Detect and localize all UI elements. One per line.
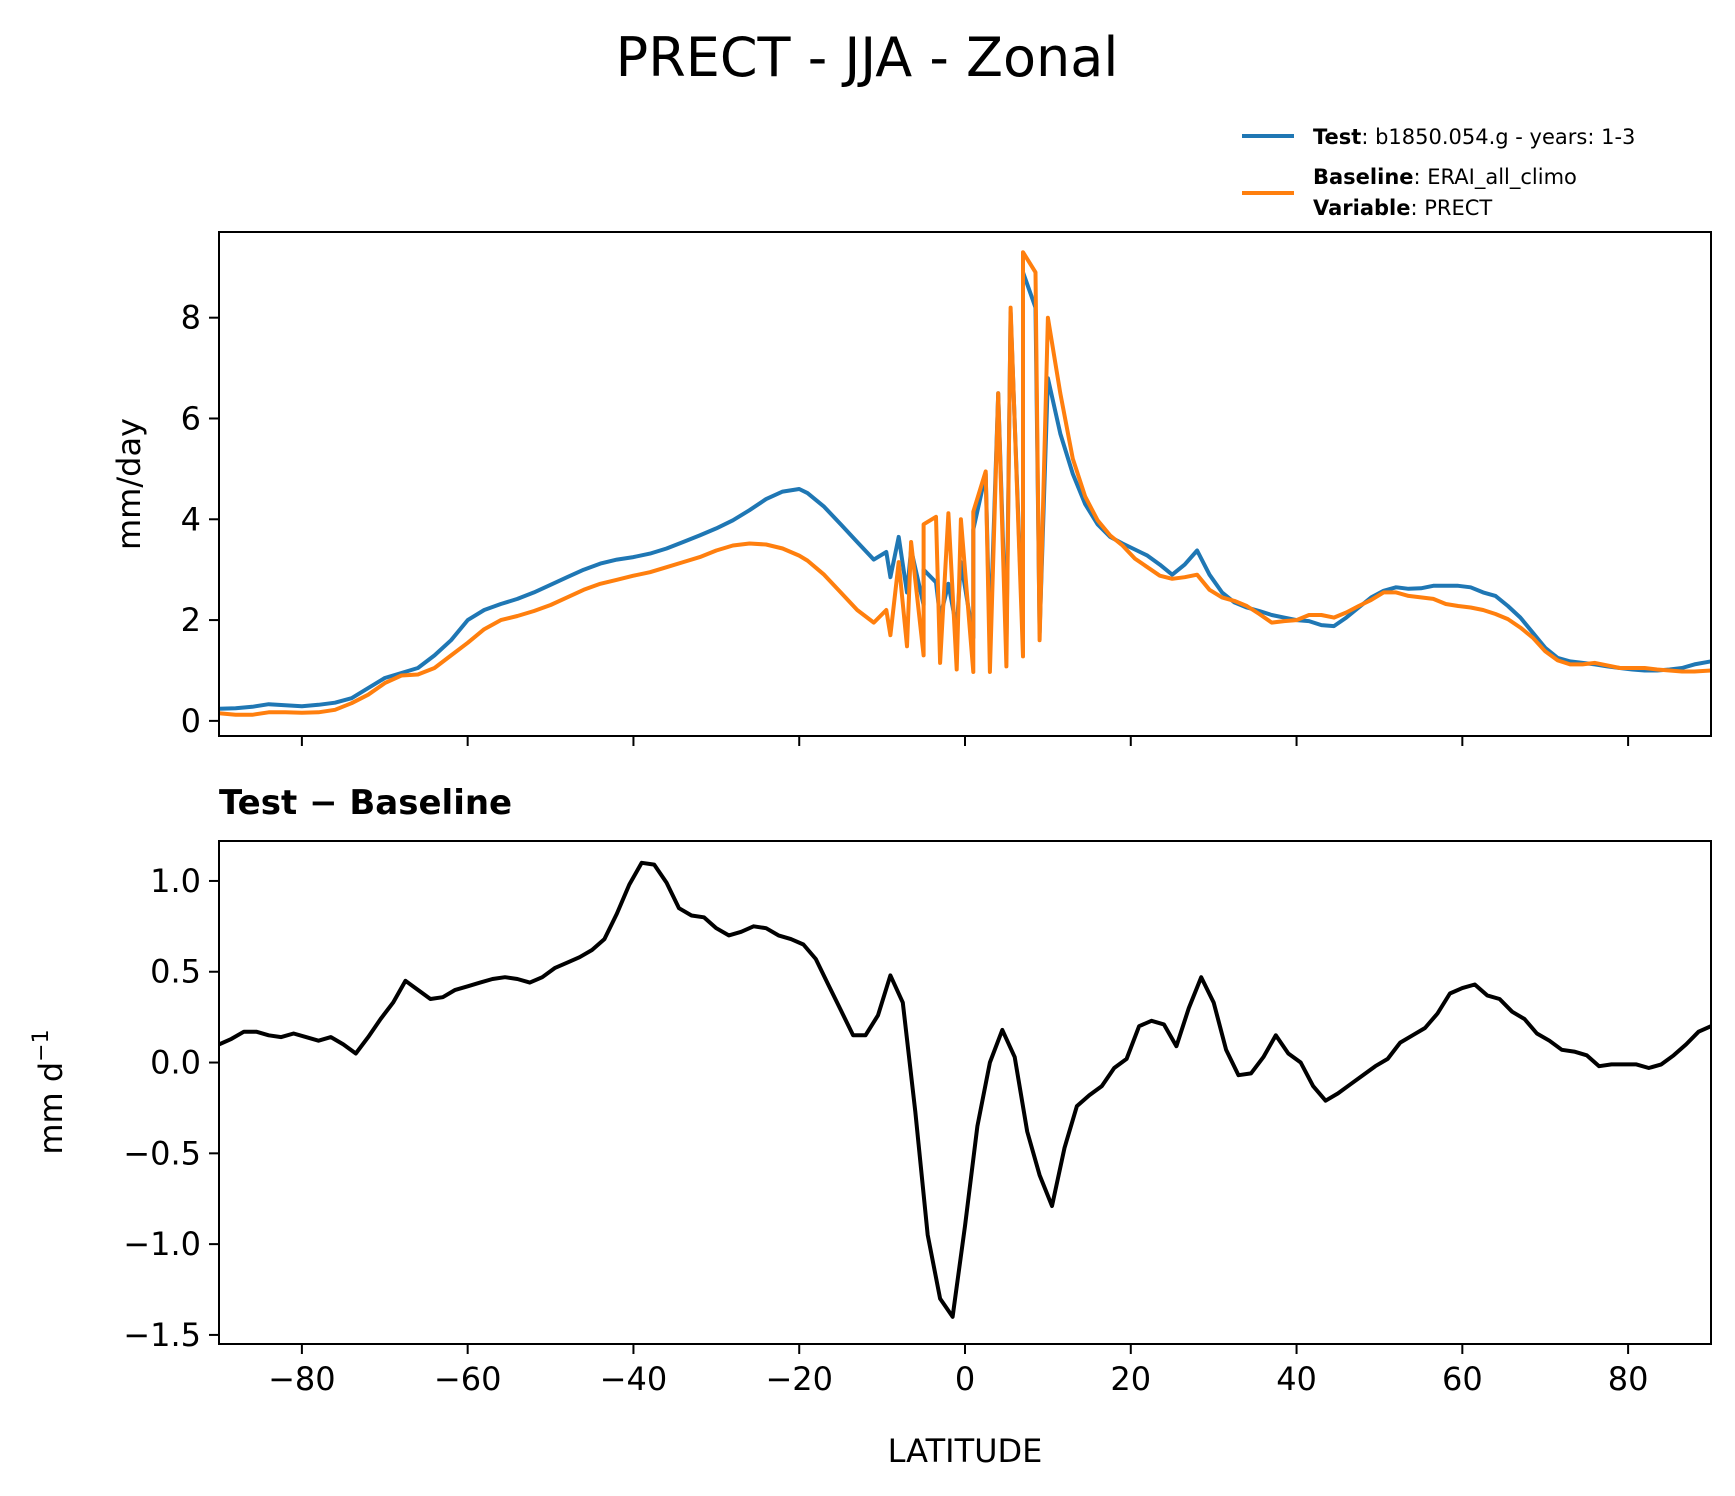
bottom-lines [219,860,1711,1319]
x-tick-label: 0 [955,1360,975,1398]
top-series-baseline [219,250,1711,717]
bottom-y-tick-label: −1.5 [123,1316,201,1354]
bottom-y-ticks: 1.0 0.5 0.0 −0.5 −1.0 −1.5 [123,862,219,1354]
top-y-tick-label: 0 [181,702,201,740]
bottom-y-axis-label: mm d−1 [29,1029,70,1154]
legend-test-value: : b1850.054.g - years: 1-3 [1361,125,1635,149]
x-tick-label: 80 [1608,1360,1649,1398]
legend-baseline-value: : ERAI_all_climo [1414,165,1577,190]
x-tick-label: −40 [600,1360,668,1398]
bottom-series-test-baseline [219,860,1711,1319]
bottom-axes-frame [218,840,1712,1345]
legend-test-key: Test [1313,125,1361,149]
legend-baseline-key: Baseline [1313,165,1414,189]
legend-test-entry: Test: b1850.054.g - years: 1-3 [1313,125,1635,149]
top-y-tick-label: 4 [181,500,201,538]
top-y-tick-label: 8 [181,299,201,337]
top-x-ticks [300,736,1630,746]
bottom-panel: Test − Baseline −80 −60 −40 −20 0 20 40 60 80 1.… [29,783,1712,1470]
bottom-y-tick-label: 1.0 [150,862,201,900]
legend-variable-key: Variable [1313,196,1410,220]
x-tick-label: −80 [268,1360,336,1398]
top-y-tick-label: 6 [181,399,201,437]
x-tick-label: 60 [1442,1360,1483,1398]
legend: Test: b1850.054.g - years: 1-3 Baseline:… [1242,125,1635,220]
top-y-ticks: 0 2 4 6 8 [181,299,219,740]
top-series-test [219,270,1711,711]
bottom-y-tick-label: −0.5 [123,1134,201,1172]
chart-title: PRECT - JJA - Zonal [616,26,1119,89]
legend-variable-value: : PRECT [1410,196,1492,220]
legend-variable-entry: Variable: PRECT [1313,196,1492,220]
bottom-y-axis-label-main: mm d [32,1062,70,1155]
x-axis-label: LATITUDE [888,1432,1043,1470]
x-tick-label: 40 [1276,1360,1317,1398]
bottom-panel-title: Test − Baseline [219,783,512,823]
bottom-y-tick-label: 0.5 [150,953,201,991]
bottom-x-ticks: −80 −60 −40 −20 0 20 40 60 80 [268,1344,1648,1398]
x-tick-label: −20 [765,1360,833,1398]
top-panel: 0 2 4 6 8 mm/day [110,231,1712,746]
x-tick-label: −60 [434,1360,502,1398]
top-y-axis-label: mm/day [110,418,148,550]
bottom-y-tick-label: 0.0 [150,1044,201,1082]
legend-baseline-entry: Baseline: ERAI_all_climo [1313,165,1577,190]
bottom-y-axis-label-sup: −1 [29,1029,54,1061]
top-y-tick-label: 2 [181,601,201,639]
x-tick-label: 20 [1110,1360,1151,1398]
bottom-y-tick-label: −1.0 [123,1225,201,1263]
top-lines [219,250,1711,717]
